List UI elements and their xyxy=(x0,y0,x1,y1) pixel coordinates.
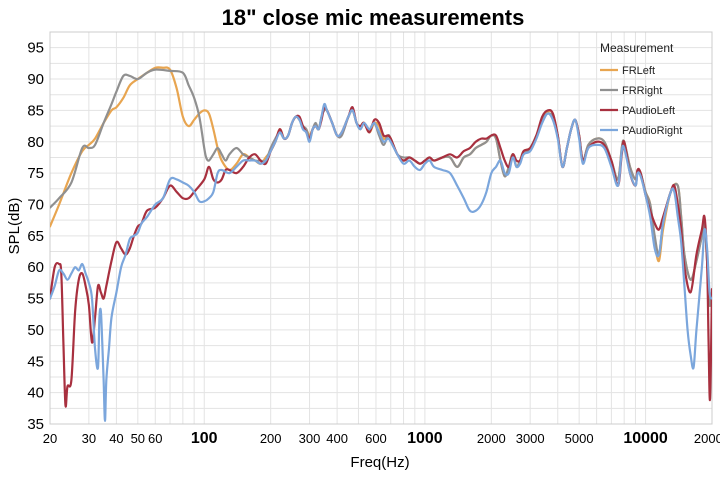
x-tick-label: 20000 xyxy=(694,431,720,446)
y-tick-label: 85 xyxy=(27,102,44,119)
y-tick-label: 70 xyxy=(27,196,44,213)
legend: Measurement FRLeft FRRight PAudioLeft PAudi… xyxy=(600,41,682,137)
x-axis-ticks: 20 30 40 50 60 100 200 300 400 600 1000 2000 3000 500… xyxy=(43,430,720,447)
x-tick-label: 20 xyxy=(43,431,57,446)
x-tick-label: 10000 xyxy=(623,430,668,447)
y-tick-label: 55 xyxy=(27,291,44,308)
legend-entries: FRLeft FRRight PAudioLeft PAudioRight xyxy=(600,65,682,137)
x-tick-label: 3000 xyxy=(516,431,545,446)
y-tick-label: 80 xyxy=(27,134,44,151)
x-tick-label: 600 xyxy=(365,431,387,446)
legend-title: Measurement xyxy=(600,41,674,55)
x-tick-label: 100 xyxy=(191,430,218,447)
y-tick-label: 60 xyxy=(27,259,44,276)
x-tick-label: 1000 xyxy=(407,430,443,447)
series-layer xyxy=(50,66,712,422)
x-tick-label: 50 xyxy=(131,431,145,446)
x-tick-label: 300 xyxy=(299,431,321,446)
legend-label: FRLeft xyxy=(622,65,655,77)
legend-label: FRRight xyxy=(622,85,662,97)
chart-title: 18" close mic measurements xyxy=(222,5,525,30)
legend-label: PAudioLeft xyxy=(622,105,675,117)
x-tick-label: 200 xyxy=(260,431,282,446)
x-axis-label: Freq(Hz) xyxy=(350,454,409,471)
y-tick-label: 50 xyxy=(27,322,44,339)
y-tick-label: 75 xyxy=(27,165,44,182)
x-tick-label: 40 xyxy=(109,431,123,446)
series-line-paudioright xyxy=(50,102,712,422)
x-tick-label: 60 xyxy=(148,431,162,446)
y-axis-label: SPL(dB) xyxy=(6,198,23,255)
y-tick-label: 90 xyxy=(27,71,44,88)
x-tick-label: 400 xyxy=(326,431,348,446)
x-tick-label: 30 xyxy=(82,431,96,446)
y-tick-label: 95 xyxy=(27,40,44,57)
x-tick-label: 2000 xyxy=(477,431,506,446)
x-tick-label: 5000 xyxy=(565,431,594,446)
legend-label: PAudioRight xyxy=(622,125,682,137)
series-line-frright xyxy=(50,68,712,307)
y-tick-label: 40 xyxy=(27,385,44,402)
series-line-frleft xyxy=(50,66,712,307)
y-tick-label: 45 xyxy=(27,353,44,370)
plot-frame xyxy=(49,31,713,425)
y-tick-label: 65 xyxy=(27,228,44,245)
y-tick-label: 35 xyxy=(27,416,44,433)
y-axis-ticks: 35 40 45 50 55 60 65 70 75 80 85 90 95 xyxy=(27,40,44,433)
